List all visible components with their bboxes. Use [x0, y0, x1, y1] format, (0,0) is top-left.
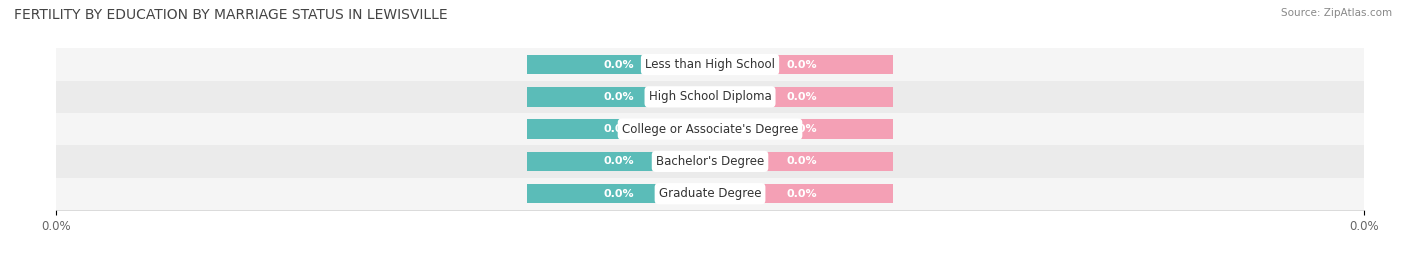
Bar [56, 48, 1364, 81]
Text: College or Associate's Degree: College or Associate's Degree [621, 123, 799, 136]
Text: Source: ZipAtlas.com: Source: ZipAtlas.com [1281, 8, 1392, 18]
Text: 0.0%: 0.0% [786, 156, 817, 167]
Text: 0.0%: 0.0% [786, 189, 817, 199]
Bar [527, 119, 710, 139]
Text: 0.0%: 0.0% [603, 92, 634, 102]
Text: 0.0%: 0.0% [786, 92, 817, 102]
Bar [527, 87, 710, 107]
Bar [527, 184, 710, 203]
Text: FERTILITY BY EDUCATION BY MARRIAGE STATUS IN LEWISVILLE: FERTILITY BY EDUCATION BY MARRIAGE STATU… [14, 8, 447, 22]
Bar [710, 152, 893, 171]
Bar [56, 81, 1364, 113]
Bar [710, 55, 893, 74]
Text: 0.0%: 0.0% [603, 124, 634, 134]
Text: High School Diploma: High School Diploma [648, 90, 772, 103]
Text: 0.0%: 0.0% [786, 124, 817, 134]
Text: 0.0%: 0.0% [603, 59, 634, 70]
Bar [710, 119, 893, 139]
Bar [527, 152, 710, 171]
Text: 0.0%: 0.0% [603, 156, 634, 167]
Bar [710, 184, 893, 203]
Text: 0.0%: 0.0% [603, 189, 634, 199]
Bar [527, 55, 710, 74]
Bar [710, 87, 893, 107]
Bar [56, 145, 1364, 178]
Text: Less than High School: Less than High School [645, 58, 775, 71]
Legend: Married, Unmarried: Married, Unmarried [620, 264, 800, 269]
Text: Graduate Degree: Graduate Degree [659, 187, 761, 200]
Text: Bachelor's Degree: Bachelor's Degree [657, 155, 763, 168]
Bar [56, 113, 1364, 145]
Bar [56, 178, 1364, 210]
Text: 0.0%: 0.0% [786, 59, 817, 70]
